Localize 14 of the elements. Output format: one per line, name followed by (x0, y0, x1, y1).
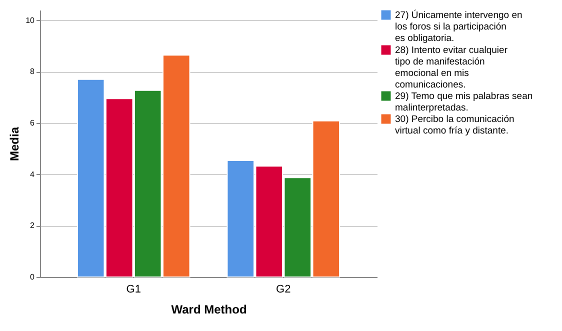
y-tick-label: 8 (30, 67, 36, 76)
legend-label: 29) Temo que mis palabras sean malinterpretadas. (395, 91, 533, 114)
x-tick-label: G1 (126, 284, 141, 296)
x-tick-label: G2 (276, 284, 291, 296)
legend-label: 28) Intento evitar cualquier tipo de manifestación emocional en mis comunicaciones. (395, 45, 508, 90)
y-tick-label: 6 (30, 118, 36, 128)
y-axis-title: Media (8, 126, 22, 162)
y-tick-label: 10 (26, 16, 36, 25)
x-axis-title: Ward Method (171, 302, 247, 316)
y-tick-label: 4 (30, 170, 36, 179)
y-tick-label: 2 (30, 221, 36, 230)
y-tick-label: 0 (30, 272, 36, 282)
legend-label: 30) Percibo la comunicación virtual como fría y distante. (395, 114, 514, 136)
legend-label: 27) Únicamente intervengo en los foros si la participación es obligatoria. (395, 9, 522, 44)
